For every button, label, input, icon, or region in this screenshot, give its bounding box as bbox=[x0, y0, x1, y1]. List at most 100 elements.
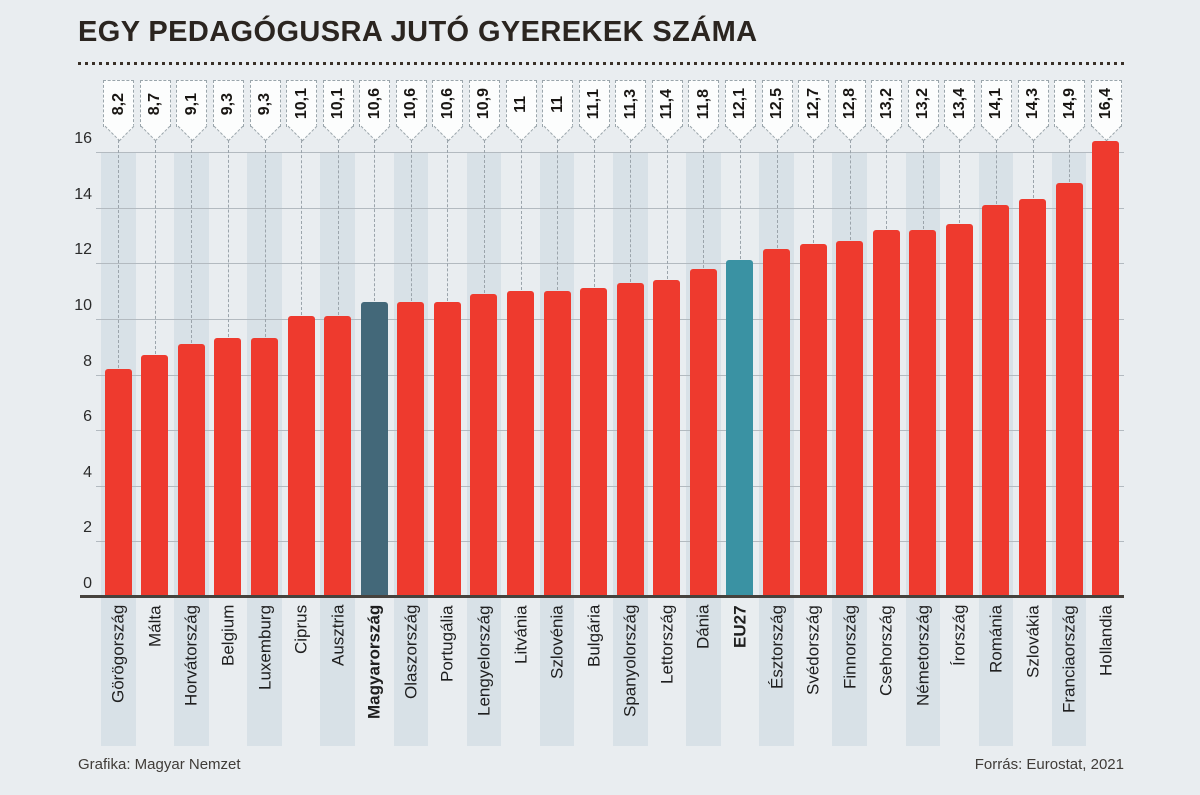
category-label: Ausztria bbox=[328, 605, 348, 667]
value-label: 11,8 bbox=[694, 88, 712, 120]
bar-Románia bbox=[982, 204, 1010, 597]
tag-connector-line bbox=[264, 140, 266, 338]
value-tag: 10,6 bbox=[395, 80, 427, 127]
value-tag: 10,1 bbox=[286, 80, 318, 127]
value-label: 11 bbox=[512, 95, 530, 113]
value-tag: 8,7 bbox=[139, 80, 171, 127]
value-tag: 11,4 bbox=[651, 80, 683, 127]
title-divider bbox=[78, 62, 1124, 65]
category-label: Bulgária bbox=[584, 605, 604, 668]
chart-title: EGY PEDAGÓGUSRA JUTÓ GYEREKEK SZÁMA bbox=[78, 16, 758, 48]
value-label: 12,8 bbox=[841, 88, 859, 120]
gridline bbox=[96, 152, 1124, 153]
bar-Írország bbox=[945, 224, 973, 597]
y-axis-tick-label: 6 bbox=[83, 408, 92, 426]
chart-column: 13,2 Csehország bbox=[868, 0, 905, 795]
category-label: Szlovákia bbox=[1023, 605, 1043, 678]
value-tag: 14,3 bbox=[1017, 80, 1049, 127]
chart-column: 11 Szlovénia bbox=[539, 0, 576, 795]
tag-connector-line bbox=[337, 140, 339, 316]
category-label: Csehország bbox=[876, 605, 896, 696]
category-label: Franciaország bbox=[1059, 605, 1079, 713]
value-tag: 10,9 bbox=[468, 80, 500, 127]
bar-Csehország bbox=[872, 229, 900, 597]
bar-Magyarország bbox=[360, 302, 388, 597]
value-tag: 9,3 bbox=[212, 80, 244, 127]
chart-column: 11,4 Lettország bbox=[649, 0, 686, 795]
chart-column: 11 Litvánia bbox=[502, 0, 539, 795]
chart-column: 10,6 Portugália bbox=[429, 0, 466, 795]
value-tag: 8,2 bbox=[103, 80, 135, 127]
value-label: 13,2 bbox=[914, 88, 932, 120]
value-tag: 14,1 bbox=[980, 80, 1012, 127]
bar-Litvánia bbox=[507, 291, 535, 597]
category-label: Litvánia bbox=[511, 605, 531, 664]
bar-Hollandia bbox=[1092, 140, 1120, 597]
chart-column: 11,8 Dánia bbox=[685, 0, 722, 795]
tag-connector-line bbox=[301, 140, 303, 316]
value-tag: 10,1 bbox=[322, 80, 354, 127]
value-label: 9,3 bbox=[219, 92, 237, 116]
value-tag: 11,8 bbox=[688, 80, 720, 127]
category-label: Görögország bbox=[108, 605, 128, 704]
gridline bbox=[96, 485, 1124, 487]
bar-Görögország bbox=[104, 368, 132, 597]
category-label: Horvátország bbox=[181, 605, 201, 707]
tag-connector-line bbox=[191, 140, 193, 343]
value-tag: 13,4 bbox=[944, 80, 976, 127]
value-tag: 12,1 bbox=[724, 80, 756, 127]
value-label: 10,1 bbox=[329, 88, 347, 120]
chart-column: 11,3 Spanyolország bbox=[612, 0, 649, 795]
chart-column: 9,1 Horvátország bbox=[173, 0, 210, 795]
tag-connector-line bbox=[1032, 140, 1034, 199]
bar-Észtország bbox=[763, 249, 791, 597]
y-axis-tick-label: 2 bbox=[83, 519, 92, 537]
tag-connector-line bbox=[593, 140, 595, 288]
chart-column: 10,6 Olaszország bbox=[393, 0, 430, 795]
y-axis-tick-label: 0 bbox=[83, 575, 92, 592]
category-label: Málta bbox=[145, 605, 165, 647]
credit-graphics: Grafika: Magyar Nemzet bbox=[78, 756, 241, 773]
y-axis-tick-label: 14 bbox=[74, 185, 92, 203]
chart-column: 12,8 Finnország bbox=[831, 0, 868, 795]
value-tag: 12,8 bbox=[834, 80, 866, 127]
bar-Ciprus bbox=[287, 316, 315, 597]
value-tag: 13,2 bbox=[907, 80, 939, 127]
bar-Portugália bbox=[433, 302, 461, 597]
bar-Finnország bbox=[836, 241, 864, 597]
credit-source: Forrás: Eurostat, 2021 bbox=[974, 756, 1124, 773]
category-label: Dánia bbox=[693, 605, 713, 650]
value-label: 10,9 bbox=[475, 88, 493, 120]
value-label: 12,5 bbox=[768, 88, 786, 120]
tag-connector-line bbox=[922, 140, 924, 229]
tag-connector-line bbox=[227, 140, 229, 338]
bar-Horvátország bbox=[177, 343, 205, 597]
category-label: Románia bbox=[986, 605, 1006, 674]
value-tag: 11 bbox=[505, 80, 537, 127]
value-label: 8,2 bbox=[109, 92, 127, 116]
category-label: Olaszország bbox=[401, 605, 421, 700]
tag-connector-line bbox=[813, 140, 815, 243]
tag-connector-line bbox=[666, 140, 668, 279]
value-tag: 12,7 bbox=[798, 80, 830, 127]
chart-column: 14,9 Franciaország bbox=[1051, 0, 1088, 795]
bar-Ausztria bbox=[324, 316, 352, 597]
category-label: Ciprus bbox=[291, 605, 311, 655]
y-axis-tick-label: 12 bbox=[74, 241, 92, 259]
y-axis-tick-label: 16 bbox=[74, 130, 92, 147]
value-label: 10,6 bbox=[402, 88, 420, 120]
category-label: Szlovénia bbox=[547, 605, 567, 679]
chart-column: 8,7 Málta bbox=[137, 0, 174, 795]
bar-Luxemburg bbox=[251, 338, 279, 597]
gridline bbox=[96, 207, 1124, 209]
bar-Svédország bbox=[799, 243, 827, 597]
value-label: 11,4 bbox=[658, 88, 676, 120]
tag-connector-line bbox=[154, 140, 156, 355]
category-label: Lettország bbox=[657, 605, 677, 685]
tag-connector-line bbox=[483, 140, 485, 293]
value-label: 9,1 bbox=[182, 92, 200, 116]
bar-Szlovénia bbox=[543, 291, 571, 597]
gridline bbox=[96, 374, 1124, 376]
tag-connector-line bbox=[520, 140, 522, 291]
value-label: 11 bbox=[548, 95, 566, 113]
